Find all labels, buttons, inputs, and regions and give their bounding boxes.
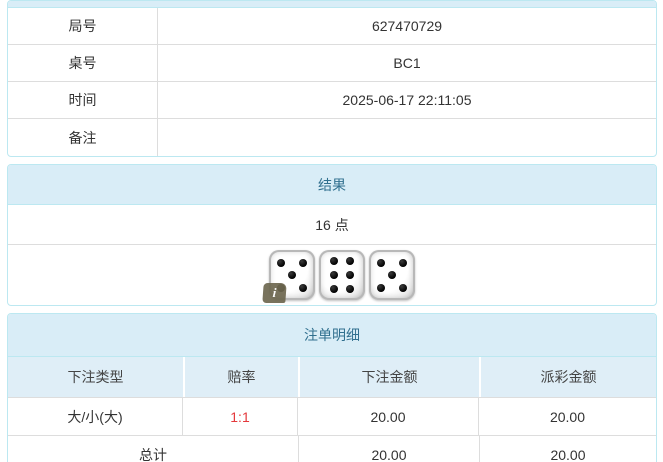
bets-panel-title: 注单明细 <box>8 314 656 357</box>
result-panel-title: 结果 <box>8 165 656 205</box>
bet-amount-cell: 20.00 <box>298 398 479 435</box>
dice-group: i <box>262 250 415 303</box>
bets-header-bet-type: 下注类型 <box>67 369 124 385</box>
total-payout-cell: 20.00 <box>550 446 586 462</box>
result-points: 16 点 <box>8 205 656 245</box>
info-icon[interactable]: i <box>262 283 287 303</box>
bets-panel: 注单明细 下注类型 赔率 下注金额 派彩金额 大/小(大) 1:1 20.00 … <box>7 313 657 462</box>
die-6 <box>319 250 365 300</box>
bets-header-odds: 赔率 <box>183 357 298 397</box>
info-row-table-number: 桌号 BC1 <box>8 45 656 82</box>
table-number-label: 桌号 <box>8 45 158 81</box>
time-value: 2025-06-17 22:11:05 <box>342 92 472 108</box>
bet-payout-cell: 20.00 <box>549 408 586 425</box>
total-row: 总计 20.00 20.00 <box>8 435 656 462</box>
dice-row: i <box>8 245 656 305</box>
game-info-panel: 局号 627470729 桌号 BC1 时间 2025-06-17 22:11:… <box>7 0 657 157</box>
bet-type-cell: 大/小(大) <box>8 398 183 435</box>
game-number-label: 局号 <box>8 8 158 44</box>
time-label: 时间 <box>8 82 158 118</box>
table-number-value: BC1 <box>393 55 421 71</box>
bet-row: 大/小(大) 1:1 20.00 20.00 <box>8 397 656 435</box>
bets-header-row: 下注类型 赔率 下注金额 派彩金额 <box>8 357 656 397</box>
info-row-time: 时间 2025-06-17 22:11:05 <box>8 82 656 119</box>
remark-label: 备注 <box>8 119 158 156</box>
total-label-cell: 总计 <box>8 436 299 462</box>
bets-header-payout-amount: 派彩金额 <box>479 357 656 397</box>
game-info-heading-strip <box>8 1 656 8</box>
game-number-value: 627470729 <box>371 18 443 34</box>
die-5 <box>369 250 415 300</box>
result-panel: 结果 16 点 i <box>7 164 657 306</box>
info-row-game-number: 局号 627470729 <box>8 8 656 45</box>
bets-header-bet-amount: 下注金额 <box>298 357 479 397</box>
bet-odds-cell: 1:1 <box>183 398 298 435</box>
remark-value <box>158 119 656 156</box>
total-bet-amount-cell: 20.00 <box>299 436 480 462</box>
info-row-remark: 备注 <box>8 119 656 156</box>
